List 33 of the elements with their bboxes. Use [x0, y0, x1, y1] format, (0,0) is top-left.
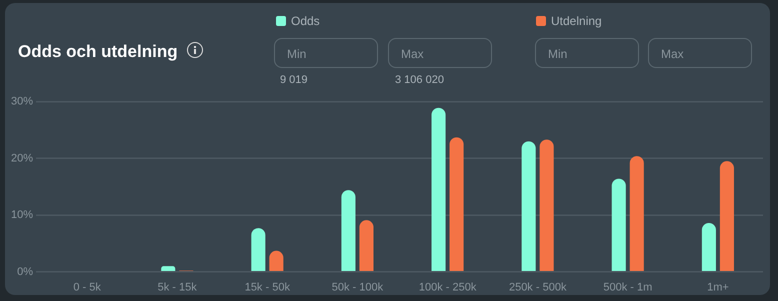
x-tick-label: 250k - 500k: [508, 281, 567, 294]
y-tick-label: 0%: [17, 266, 34, 278]
text-field: Max: [388, 38, 492, 68]
bar: [630, 156, 644, 272]
bar: [251, 228, 266, 272]
x-tick-label: 50k - 100k: [332, 281, 384, 294]
y-tick-label: 30%: [10, 96, 34, 108]
bar: [540, 140, 554, 272]
chart-title: Odds och utdelning: [18, 42, 178, 62]
bar: [161, 266, 176, 272]
bar: [720, 161, 734, 272]
x-tick-label: 15k - 50k: [244, 281, 290, 294]
x-tick-label: 1m+: [707, 281, 729, 294]
bar: [612, 178, 626, 272]
bar: [359, 220, 374, 272]
bar: [432, 108, 446, 272]
bar: [450, 137, 464, 272]
legend-label: Utdelning: [550, 14, 602, 28]
text-field: Min: [535, 38, 639, 68]
bar: [341, 190, 356, 272]
bar: [522, 141, 536, 272]
text: 9 019: [280, 74, 308, 86]
legend-label: Odds: [290, 14, 320, 28]
text-field: Max: [648, 38, 752, 68]
y-tick-label: 10%: [10, 209, 34, 222]
bar: [702, 223, 716, 272]
x-tick-label: 5k - 15k: [158, 281, 198, 294]
text: 3 106 020: [395, 74, 444, 86]
text-field: Min: [274, 38, 378, 68]
x-tick-label: 100k - 250k: [418, 281, 477, 294]
x-tick-label: 500k - 1m: [603, 281, 652, 294]
x-tick-label: 0 - 5k: [73, 281, 102, 294]
y-tick-label: 20%: [10, 152, 34, 164]
